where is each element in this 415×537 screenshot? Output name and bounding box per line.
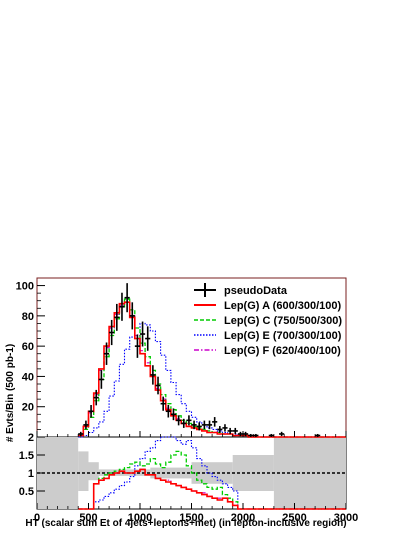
pseudodata-point <box>170 408 177 421</box>
y-tick-label: 80 <box>22 311 34 323</box>
pseudodata-point <box>150 365 156 385</box>
pseudodata-point <box>227 427 233 434</box>
pseudodata-point <box>186 415 192 426</box>
ratio-y-tick-label: 1.5 <box>19 450 34 462</box>
pseudodata-point <box>83 420 89 430</box>
pseudodata-point <box>165 405 171 418</box>
pseudodata-point <box>268 433 274 437</box>
ratio-y-tick-label: 1 <box>28 468 34 480</box>
ratio-band-segment-1 <box>78 451 89 491</box>
legend-label-e: Lep(G) E (700/300/100) <box>224 330 342 342</box>
pseudodata-point <box>160 396 166 411</box>
pseudodata-point <box>191 420 197 430</box>
x-tick-label: 1000 <box>128 512 152 524</box>
y-tick-label: 20 <box>22 402 34 414</box>
ratio-band-segment-2 <box>88 462 99 481</box>
ratio-series-layer <box>37 436 346 510</box>
x-tick-label: 3000 <box>334 512 358 524</box>
legend-box <box>190 280 344 353</box>
pseudodata-point <box>206 420 213 430</box>
y-axis-label: # Evts/Bin (500 pb-1) <box>5 344 16 442</box>
pseudodata-point <box>201 420 207 430</box>
x-axis-label: HT (scalar sum Et of 4jets+leptons+met) … <box>25 518 346 529</box>
legend: pseudoData Lep(G) A (600/300/100) Lep(G)… <box>190 280 344 357</box>
pseudodata-point <box>176 415 182 426</box>
pseudodata-point <box>279 431 285 437</box>
ratio-y-tick-label: 2 <box>28 432 34 444</box>
pseudodata-point <box>78 431 84 437</box>
pseudodata-point <box>248 433 254 437</box>
pseudodata-point <box>114 303 120 331</box>
x-tick-label: 0 <box>34 512 40 524</box>
pseudodata-point <box>212 417 218 427</box>
pseudodata-point <box>88 405 94 418</box>
pseudodata-point <box>222 424 228 432</box>
legend-label-f: Lep(G) F (620/400/100) <box>224 345 341 357</box>
x-tick-label: 2000 <box>231 512 255 524</box>
pseudodata-point <box>253 433 259 437</box>
pseudodata-point <box>145 326 151 351</box>
x-tick-label: 1500 <box>179 512 203 524</box>
legend-label-pseudodata: pseudoData <box>224 285 288 297</box>
x-tick-label: 2500 <box>282 512 306 524</box>
ratio-band-segment-4 <box>150 467 192 479</box>
axis-layer: 0 500 1000 1500 2000 2500 3000 20 40 60 80 100 0.5 1 1… <box>16 281 359 524</box>
legend-label-c: Lep(G) C (750/500/300) <box>224 315 342 327</box>
pseudodata-point <box>129 302 135 330</box>
pseudodata-point <box>315 433 321 437</box>
ratio-y-tick-label: 0.5 <box>19 486 34 498</box>
pseudodata-points <box>78 283 321 437</box>
pseudodata-point <box>98 370 104 389</box>
pseudodata-point <box>93 389 99 406</box>
pseudodata-point <box>196 422 202 431</box>
x-tick-label: 500 <box>79 512 97 524</box>
pseudodata-point <box>134 334 140 358</box>
pseudodata-point <box>237 431 243 437</box>
pseudodata-point <box>140 321 146 347</box>
pseudodata-point <box>232 427 238 434</box>
pseudodata-point <box>109 319 115 346</box>
y-tick-label: 100 <box>16 281 34 293</box>
pseudodata-point <box>124 283 130 313</box>
pseudodata-point <box>103 342 110 365</box>
legend-label-a: Lep(G) A (600/300/100) <box>224 300 342 312</box>
ratio-line-a <box>78 468 346 510</box>
pseudodata-point <box>119 292 125 321</box>
pseudodata-point <box>217 426 223 433</box>
y-tick-label: 40 <box>22 371 34 383</box>
y-tick-label: 60 <box>22 341 34 353</box>
pseudodata-point <box>243 431 249 437</box>
pseudodata-point <box>181 418 187 428</box>
pseudodata-point <box>155 376 161 395</box>
